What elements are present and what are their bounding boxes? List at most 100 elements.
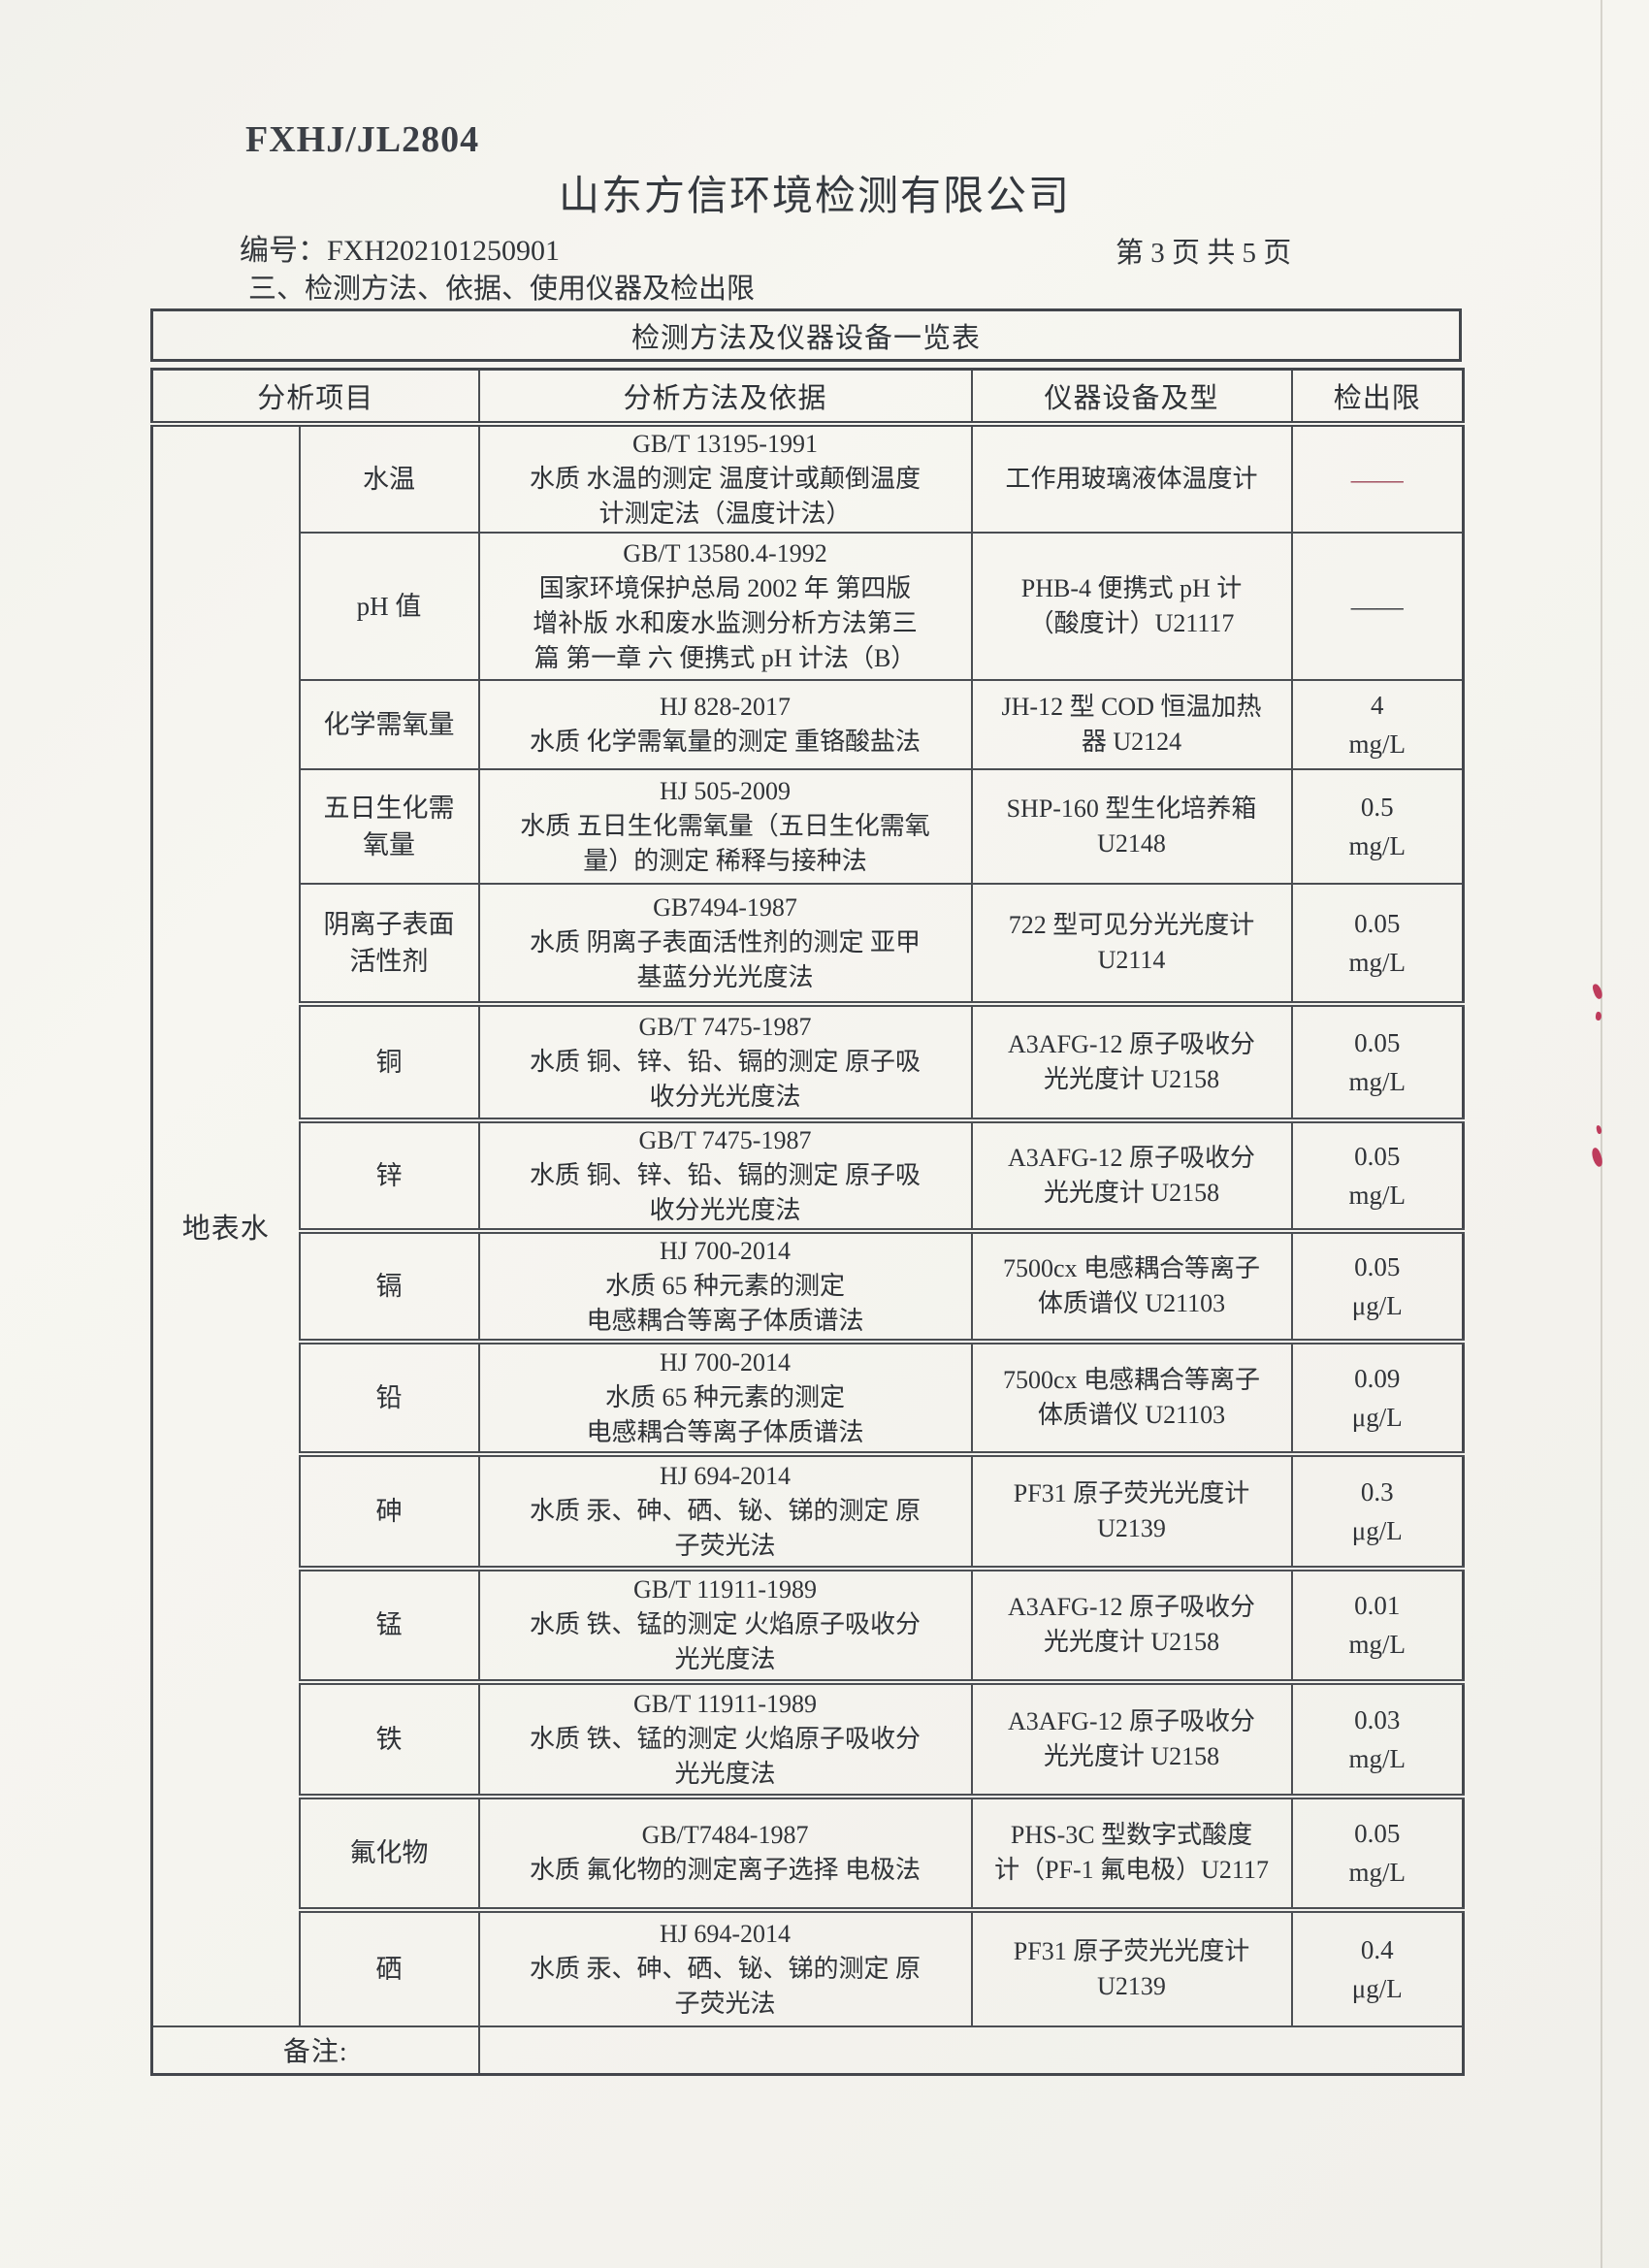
method-basis-cell: GB/T 7475-1987 水质 铜、锌、铅、镉的测定 原子吸 收分光光度法 — [477, 1117, 973, 1232]
instrument-cell-line: JH-12 型 COD 恒温加热 — [1001, 692, 1262, 721]
method-basis-cell: HJ 694-2014 水质 汞、砷、硒、铋、锑的测定 原子荧光法 — [477, 1450, 973, 1570]
detection-limit-cell-line: —— — [1350, 591, 1404, 621]
col-header-method-basis: 分析方法及依据 — [477, 368, 973, 427]
detection-limit-cell: 0.05 mg/L — [1290, 882, 1465, 1005]
analysis-item-cell-line: 水温 — [363, 464, 415, 494]
instrument-cell-line: U2139 — [1097, 1971, 1166, 2000]
method-basis-cell-line: 水质 阴离子表面活性剂的测定 亚甲 — [530, 927, 922, 956]
method-basis-cell: GB/T 11911-1989 水质 铁、锰的测定 火焰原子吸收分 光光度法 — [477, 1565, 973, 1683]
method-basis-cell-line: GB/T 7475-1987 — [638, 1012, 812, 1041]
method-basis-cell-line: 子荧光法 — [674, 1989, 776, 2018]
instrument-cell-line: 工作用玻璃液体温度计 — [1005, 464, 1258, 493]
instrument-cell-line: 光光度计 U2158 — [1043, 1741, 1220, 1770]
table-row: 铜 GB/T 7475-1987 水质 铜、锌、铅、镉的测定 原子吸 收分光光度法 A3… — [152, 1000, 1465, 1121]
method-basis-cell-line: GB/T 7475-1987 — [638, 1125, 812, 1154]
detection-limit-cell-line: mg/L — [1348, 1858, 1406, 1887]
analysis-item-cell-line: 铅 — [375, 1382, 403, 1412]
analysis-item-cell-line: 阴离子表面 — [323, 909, 455, 939]
method-basis-cell-line: HJ 700-2014 — [659, 1347, 792, 1377]
instrument-cell-line: 7500cx 电感耦合等离子 — [1002, 1365, 1261, 1394]
analysis-item-cell-line: 五日生化需 — [323, 793, 455, 823]
detection-limit-cell: 0.03 mg/L — [1290, 1678, 1465, 1798]
method-basis-cell-line: 国家环境保护总局 2002 年 第四版 — [538, 573, 912, 602]
detection-limit-cell: 0.5 mg/L — [1290, 767, 1465, 885]
analysis-item-cell: 镉 — [298, 1227, 480, 1343]
instrument-cell-line: A3AFG-12 原子吸收分 — [1008, 1029, 1255, 1058]
detection-limit-cell-line: mg/L — [1348, 1066, 1406, 1096]
method-basis-cell-line: 量）的测定 稀释与接种法 — [583, 846, 867, 875]
instrument-cell: 722 型可见分光光度计 U2114 — [970, 882, 1293, 1005]
instrument-cell-line: 体质谱仪 U21103 — [1037, 1288, 1226, 1317]
detection-limit-cell: 0.01 mg/L — [1290, 1565, 1465, 1683]
detection-limit-cell: 0.05 μg/L — [1290, 1227, 1465, 1343]
analysis-item-cell: 锰 — [298, 1565, 480, 1683]
remark-label-cell: 备注: — [150, 2025, 480, 2076]
analysis-item-cell: 阴离子表面 活性剂 — [298, 882, 480, 1005]
detection-limit-cell: 4 mg/L — [1290, 678, 1465, 770]
instrument-cell: 7500cx 电感耦合等离子 体质谱仪 U21103 — [970, 1227, 1293, 1343]
method-basis-cell-line: 电感耦合等离子体质谱法 — [586, 1417, 864, 1446]
detection-limit-cell-line: mg/L — [1348, 830, 1406, 860]
method-basis-cell-line: 水质 铁、锰的测定 火焰原子吸收分 — [530, 1610, 922, 1638]
instrument-cell: PHB-4 便携式 pH 计 （酸度计）U21117 — [970, 531, 1293, 681]
method-basis-cell-line: 水质 汞、砷、硒、铋、锑的测定 原 — [530, 1954, 922, 1983]
method-basis-cell-line: GB/T 13195-1991 — [632, 429, 818, 458]
category-label: 地表水 — [181, 1213, 270, 1245]
method-basis-cell-line: GB/T7484-1987 — [641, 1821, 809, 1849]
instrument-cell-line: PF31 原子荧光光度计 — [1013, 1936, 1250, 1965]
method-basis-cell-line: 水质 铜、锌、铅、镉的测定 原子吸 — [530, 1160, 922, 1189]
method-basis-cell-line: GB/T 13580.4-1992 — [623, 538, 827, 567]
detection-limit-cell-line: 0.05 — [1354, 908, 1401, 938]
detection-limit-cell-line: μg/L — [1351, 1290, 1403, 1320]
table-row: 锌 GB/T 7475-1987 水质 铜、锌、铅、镉的测定 原子吸 收分光光度法 A3… — [152, 1117, 1465, 1232]
detection-limit-cell-line: 0.05 — [1354, 1819, 1401, 1848]
instrument-cell: A3AFG-12 原子吸收分 光光度计 U2158 — [970, 1678, 1293, 1798]
method-basis-cell-line: 收分光光度法 — [649, 1082, 801, 1111]
table-row: 地表水 水温 GB/T 13195-1991 水质 水温的测定 温度计或颠倒温度 计测定… — [150, 422, 1465, 2027]
table-row: 铁 GB/T 11911-1989 水质 铁、锰的测定 火焰原子吸收分 光光度法 A3A… — [152, 1678, 1465, 1798]
method-basis-cell-line: 水质 五日生化需氧量（五日生化需氧 — [520, 811, 930, 840]
method-basis-cell-line: 篇 第一章 六 便携式 pH 计法（B） — [534, 643, 917, 672]
instrument-cell-line: 光光度计 U2158 — [1043, 1064, 1220, 1093]
detection-limit-cell: —— — [1290, 531, 1465, 681]
instrument-cell-line: 722 型可见分光光度计 — [1008, 910, 1255, 939]
method-basis-cell-line: 光光度法 — [674, 1759, 776, 1788]
instrument-cell: A3AFG-12 原子吸收分 光光度计 U2158 — [970, 1000, 1293, 1121]
detection-limit-cell-line: 0.5 — [1360, 792, 1394, 822]
instrument-cell: SHP-160 型生化培养箱 U2148 — [970, 767, 1293, 885]
section-heading: 三、检测方法、依据、使用仪器及检出限 — [248, 274, 756, 305]
analysis-item-cell: 锌 — [298, 1117, 480, 1232]
table-title-box: 检测方法及仪器设备一览表 — [150, 308, 1462, 362]
table-row: 阴离子表面 活性剂 GB7494-1987 水质 阴离子表面活性剂的测定 亚甲 基蓝分光… — [152, 882, 1465, 1005]
analysis-item-cell: 砷 — [298, 1450, 480, 1570]
analysis-item-cell: 铜 — [298, 1000, 480, 1121]
instrument-cell-line: A3AFG-12 原子吸收分 — [1008, 1593, 1255, 1621]
col-header-analysis-item: 分析项目 — [150, 368, 480, 427]
instrument-cell-line: 光光度计 U2158 — [1043, 1178, 1220, 1207]
instrument-cell-line: （酸度计）U21117 — [1028, 608, 1235, 637]
analysis-item-cell-line: 镉 — [375, 1271, 403, 1301]
detection-limit-cell-line: 0.03 — [1354, 1704, 1401, 1734]
analysis-item-cell-line: 化学需氧量 — [323, 709, 455, 739]
detection-limit-cell-line: 0.05 — [1354, 1027, 1401, 1057]
table-row: 五日生化需 氧量 HJ 505-2009 水质 五日生化需氧量（五日生化需氧 量）的测定… — [152, 767, 1465, 885]
table-row: 硒 HJ 694-2014 水质 汞、砷、硒、铋、锑的测定 原子荧光法 PF31 原子… — [152, 1906, 1465, 2027]
analysis-item-cell-line: 锰 — [375, 1610, 403, 1639]
scan-page-edge-line — [1600, 0, 1602, 2268]
company-name: 山东方信环境检测有限公司 — [558, 175, 1071, 219]
analysis-item-cell: 水温 — [298, 422, 480, 534]
remark-value-cell — [477, 2025, 1465, 2076]
table-row: 化学需氧量 HJ 828-2017 水质 化学需氧量的测定 重铬酸盐法 JH-12 型… — [152, 678, 1465, 770]
analysis-item-cell-line: 砷 — [375, 1496, 403, 1526]
method-basis-cell: HJ 700-2014 水质 65 种元素的测定 电感耦合等离子体质谱法 — [477, 1338, 973, 1455]
detection-limit-cell: —— — [1290, 422, 1465, 534]
page-indicator: 第 3 页 共 5 页 — [1116, 238, 1292, 269]
method-basis-cell-line: HJ 700-2014 — [659, 1236, 792, 1265]
instrument-cell-line: 计（PF-1 氟电极）U2117 — [994, 1856, 1269, 1884]
instrument-cell: 7500cx 电感耦合等离子 体质谱仪 U21103 — [970, 1338, 1293, 1455]
detection-limit-cell: 0.3 μg/L — [1290, 1450, 1465, 1570]
instrument-cell-line: 体质谱仪 U21103 — [1037, 1400, 1226, 1429]
method-basis-cell-line: GB/T 11911-1989 — [633, 1575, 817, 1604]
detection-limit-cell-line: 4 — [1371, 690, 1384, 720]
analysis-item-cell: 五日生化需 氧量 — [298, 767, 480, 885]
